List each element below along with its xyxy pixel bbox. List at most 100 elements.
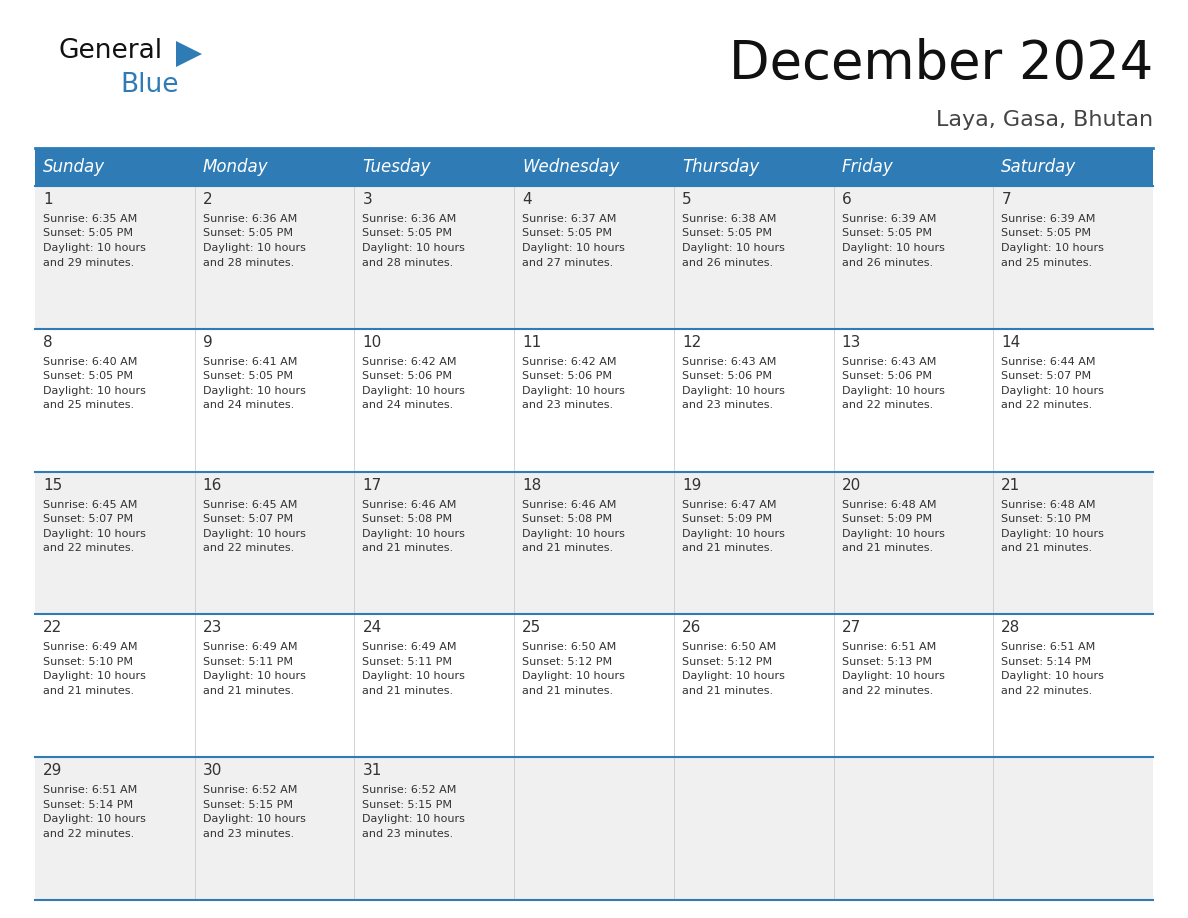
Bar bbox=[34, 472, 1154, 614]
Text: Wednesday: Wednesday bbox=[523, 158, 619, 176]
Text: 4: 4 bbox=[523, 192, 532, 207]
Text: Sunset: 5:14 PM: Sunset: 5:14 PM bbox=[43, 800, 133, 810]
Text: Daylight: 10 hours: Daylight: 10 hours bbox=[841, 386, 944, 396]
Text: Sunrise: 6:46 AM: Sunrise: 6:46 AM bbox=[362, 499, 457, 509]
Text: Daylight: 10 hours: Daylight: 10 hours bbox=[1001, 386, 1104, 396]
Text: Daylight: 10 hours: Daylight: 10 hours bbox=[203, 386, 305, 396]
Text: Sunrise: 6:39 AM: Sunrise: 6:39 AM bbox=[1001, 214, 1095, 224]
Text: Daylight: 10 hours: Daylight: 10 hours bbox=[523, 529, 625, 539]
Text: and 24 minutes.: and 24 minutes. bbox=[362, 400, 454, 410]
Text: Sunset: 5:05 PM: Sunset: 5:05 PM bbox=[362, 229, 453, 239]
Text: Sunset: 5:12 PM: Sunset: 5:12 PM bbox=[523, 657, 612, 666]
Text: Sunrise: 6:49 AM: Sunrise: 6:49 AM bbox=[203, 643, 297, 653]
Text: 26: 26 bbox=[682, 621, 701, 635]
Text: Daylight: 10 hours: Daylight: 10 hours bbox=[43, 814, 146, 824]
Bar bbox=[34, 329, 1154, 472]
Bar bbox=[34, 757, 1154, 900]
Text: Sunrise: 6:43 AM: Sunrise: 6:43 AM bbox=[841, 357, 936, 367]
Text: Sunday: Sunday bbox=[43, 158, 105, 176]
Text: 29: 29 bbox=[43, 763, 63, 778]
Text: and 21 minutes.: and 21 minutes. bbox=[523, 543, 613, 554]
Text: Sunset: 5:13 PM: Sunset: 5:13 PM bbox=[841, 657, 931, 666]
Text: Sunrise: 6:36 AM: Sunrise: 6:36 AM bbox=[362, 214, 456, 224]
Text: and 21 minutes.: and 21 minutes. bbox=[682, 686, 773, 696]
Text: Sunrise: 6:45 AM: Sunrise: 6:45 AM bbox=[43, 499, 138, 509]
Text: Sunrise: 6:51 AM: Sunrise: 6:51 AM bbox=[43, 785, 138, 795]
Text: and 23 minutes.: and 23 minutes. bbox=[682, 400, 773, 410]
Text: Sunrise: 6:50 AM: Sunrise: 6:50 AM bbox=[682, 643, 776, 653]
Text: Sunrise: 6:40 AM: Sunrise: 6:40 AM bbox=[43, 357, 138, 367]
Text: Sunrise: 6:36 AM: Sunrise: 6:36 AM bbox=[203, 214, 297, 224]
Text: and 29 minutes.: and 29 minutes. bbox=[43, 258, 134, 267]
Text: 31: 31 bbox=[362, 763, 381, 778]
Text: 10: 10 bbox=[362, 335, 381, 350]
Text: and 22 minutes.: and 22 minutes. bbox=[43, 829, 134, 839]
Text: Sunrise: 6:50 AM: Sunrise: 6:50 AM bbox=[523, 643, 617, 653]
Text: Sunset: 5:06 PM: Sunset: 5:06 PM bbox=[841, 371, 931, 381]
Text: Sunrise: 6:38 AM: Sunrise: 6:38 AM bbox=[682, 214, 776, 224]
Text: Daylight: 10 hours: Daylight: 10 hours bbox=[362, 814, 466, 824]
Text: Daylight: 10 hours: Daylight: 10 hours bbox=[43, 529, 146, 539]
Text: Sunset: 5:11 PM: Sunset: 5:11 PM bbox=[362, 657, 453, 666]
Text: 11: 11 bbox=[523, 335, 542, 350]
Text: Thursday: Thursday bbox=[682, 158, 759, 176]
Text: and 21 minutes.: and 21 minutes. bbox=[43, 686, 134, 696]
Text: Daylight: 10 hours: Daylight: 10 hours bbox=[362, 243, 466, 253]
Bar bbox=[34, 186, 1154, 329]
Text: 22: 22 bbox=[43, 621, 62, 635]
Text: Sunrise: 6:42 AM: Sunrise: 6:42 AM bbox=[523, 357, 617, 367]
Text: Sunset: 5:09 PM: Sunset: 5:09 PM bbox=[841, 514, 931, 524]
Text: Sunset: 5:05 PM: Sunset: 5:05 PM bbox=[203, 229, 292, 239]
Text: Daylight: 10 hours: Daylight: 10 hours bbox=[682, 529, 785, 539]
Text: Daylight: 10 hours: Daylight: 10 hours bbox=[362, 529, 466, 539]
Text: Daylight: 10 hours: Daylight: 10 hours bbox=[203, 814, 305, 824]
Text: and 27 minutes.: and 27 minutes. bbox=[523, 258, 613, 267]
Text: Daylight: 10 hours: Daylight: 10 hours bbox=[362, 671, 466, 681]
Text: Sunset: 5:14 PM: Sunset: 5:14 PM bbox=[1001, 657, 1092, 666]
Text: December 2024: December 2024 bbox=[728, 38, 1154, 90]
Text: Sunset: 5:05 PM: Sunset: 5:05 PM bbox=[43, 371, 133, 381]
Text: Sunrise: 6:44 AM: Sunrise: 6:44 AM bbox=[1001, 357, 1095, 367]
Text: Daylight: 10 hours: Daylight: 10 hours bbox=[682, 243, 785, 253]
Text: Sunrise: 6:49 AM: Sunrise: 6:49 AM bbox=[362, 643, 457, 653]
Text: Sunset: 5:06 PM: Sunset: 5:06 PM bbox=[362, 371, 453, 381]
Text: Sunset: 5:05 PM: Sunset: 5:05 PM bbox=[841, 229, 931, 239]
Text: and 21 minutes.: and 21 minutes. bbox=[682, 543, 773, 554]
Text: Sunset: 5:07 PM: Sunset: 5:07 PM bbox=[1001, 371, 1092, 381]
Text: 30: 30 bbox=[203, 763, 222, 778]
Text: Sunrise: 6:42 AM: Sunrise: 6:42 AM bbox=[362, 357, 457, 367]
Text: Sunrise: 6:51 AM: Sunrise: 6:51 AM bbox=[1001, 643, 1095, 653]
Text: and 23 minutes.: and 23 minutes. bbox=[523, 400, 613, 410]
Text: and 24 minutes.: and 24 minutes. bbox=[203, 400, 293, 410]
Text: and 25 minutes.: and 25 minutes. bbox=[43, 400, 134, 410]
Text: Daylight: 10 hours: Daylight: 10 hours bbox=[841, 529, 944, 539]
Text: Daylight: 10 hours: Daylight: 10 hours bbox=[682, 671, 785, 681]
Text: 21: 21 bbox=[1001, 477, 1020, 493]
Text: and 23 minutes.: and 23 minutes. bbox=[362, 829, 454, 839]
Text: Sunset: 5:07 PM: Sunset: 5:07 PM bbox=[203, 514, 292, 524]
Text: and 28 minutes.: and 28 minutes. bbox=[362, 258, 454, 267]
Text: Saturday: Saturday bbox=[1001, 158, 1076, 176]
Bar bbox=[34, 614, 1154, 757]
Text: 27: 27 bbox=[841, 621, 861, 635]
Text: and 22 minutes.: and 22 minutes. bbox=[1001, 400, 1093, 410]
Text: Daylight: 10 hours: Daylight: 10 hours bbox=[682, 386, 785, 396]
Text: and 25 minutes.: and 25 minutes. bbox=[1001, 258, 1093, 267]
Text: Daylight: 10 hours: Daylight: 10 hours bbox=[203, 529, 305, 539]
Text: Daylight: 10 hours: Daylight: 10 hours bbox=[43, 671, 146, 681]
Text: Sunrise: 6:48 AM: Sunrise: 6:48 AM bbox=[841, 499, 936, 509]
Text: and 21 minutes.: and 21 minutes. bbox=[362, 543, 454, 554]
Text: and 28 minutes.: and 28 minutes. bbox=[203, 258, 293, 267]
Text: Sunset: 5:10 PM: Sunset: 5:10 PM bbox=[43, 657, 133, 666]
Text: and 22 minutes.: and 22 minutes. bbox=[841, 686, 933, 696]
Text: 2: 2 bbox=[203, 192, 213, 207]
Text: and 26 minutes.: and 26 minutes. bbox=[841, 258, 933, 267]
Text: 6: 6 bbox=[841, 192, 852, 207]
Text: Sunrise: 6:52 AM: Sunrise: 6:52 AM bbox=[203, 785, 297, 795]
Text: Daylight: 10 hours: Daylight: 10 hours bbox=[1001, 529, 1104, 539]
Text: 28: 28 bbox=[1001, 621, 1020, 635]
Text: Sunrise: 6:51 AM: Sunrise: 6:51 AM bbox=[841, 643, 936, 653]
Text: Sunset: 5:05 PM: Sunset: 5:05 PM bbox=[203, 371, 292, 381]
Text: Laya, Gasa, Bhutan: Laya, Gasa, Bhutan bbox=[936, 110, 1154, 130]
Text: 13: 13 bbox=[841, 335, 861, 350]
